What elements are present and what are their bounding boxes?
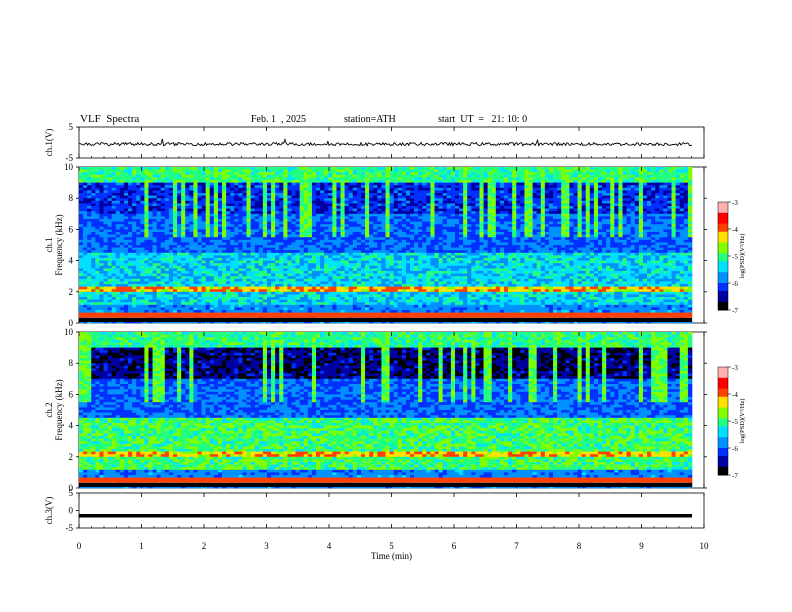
ch2-freq-ylabel-line-0: ch.2 (44, 402, 54, 417)
ch1-freq-ytick-label-4: 4 (69, 256, 74, 266)
ch1-wave-trace (78, 137, 693, 147)
ch3-wave-ylabel: ch.3(V) (44, 497, 54, 525)
ch2-colorbar-tick-label-2: -5 (732, 418, 738, 426)
ch2-freq-ytick-label-2: 2 (69, 452, 74, 462)
spectrogram-image-ch1 (79, 167, 693, 324)
ch1-freq-ylabel-line-0: ch.1 (44, 237, 54, 252)
ch2-colorbar-tick-label-3: -6 (732, 445, 738, 453)
ch1-freq-ytick-label-2: 2 (69, 287, 74, 297)
xtick-label-9: 9 (639, 541, 644, 551)
x-axis-label: Time (min) (371, 551, 412, 561)
ch2-colorbar (718, 367, 728, 476)
ch2-freq-ytick-label-8: 8 (69, 358, 74, 368)
ch1-colorbar-tick-label-3: -6 (732, 280, 738, 288)
xtick-label-7: 7 (514, 541, 519, 551)
ch2-colorbar-tick-label-1: -4 (732, 391, 738, 399)
ch2-freq-ylabel-line-1: Frequency (kHz) (54, 379, 64, 440)
xtick-label-3: 3 (264, 541, 269, 551)
ch1-colorbar-tick-label-2: -5 (732, 253, 738, 261)
ch1-wave-ylabel: ch.1(V) (44, 129, 54, 157)
xtick-label-4: 4 (327, 541, 332, 551)
ch1-freq-ytick-label-0: 0 (69, 318, 74, 328)
date-label: Feb. 1 , 2025 (251, 114, 306, 125)
ch2-freq-ytick-label-10: 10 (64, 327, 74, 337)
ch1-colorbar-tick-label-0: -3 (732, 199, 738, 207)
ch1-wave-ytick-label-1: -5 (66, 153, 74, 163)
ch1-freq-ytick-label-6: 6 (69, 224, 74, 234)
start-time-label: start UT = 21: 10: 0 (438, 114, 528, 125)
ch1-wave-ytick-label-0: 5 (69, 122, 74, 132)
xtick-label-8: 8 (577, 541, 582, 551)
xtick-label-1: 1 (139, 541, 144, 551)
ch1-freq-ytick-label-10: 10 (64, 162, 74, 172)
ch2-freq-ytick-label-0: 0 (69, 483, 74, 493)
figure-title: VLF Spectra (80, 113, 140, 125)
ch3-wave-ytick-label-2: -5 (66, 523, 74, 533)
ch2-colorbar-tick-label-4: -7 (732, 472, 738, 480)
xtick-label-5: 5 (389, 541, 394, 551)
ch2-freq-ytick-label-6: 6 (69, 389, 74, 399)
ch1-colorbar-tick-label-1: -4 (732, 226, 738, 234)
ch3-wave-ytick-label-1: 0 (69, 506, 74, 516)
ch2-freq-ytick-label-4: 4 (69, 421, 74, 431)
xtick-label-0: 0 (77, 541, 82, 551)
xtick-label-10: 10 (700, 541, 710, 551)
ch1-colorbar-label: log(PSD)(V²/Hz) (739, 234, 746, 279)
xtick-label-6: 6 (452, 541, 457, 551)
station-label: station=ATH (344, 114, 396, 125)
spectrogram-image-ch2 (79, 332, 693, 489)
ch2-colorbar-tick-label-0: -3 (732, 364, 738, 372)
ch1-colorbar (718, 202, 728, 311)
ch3-wave-ytick-label-0: 5 (69, 488, 74, 498)
ch1-freq-ylabel-line-1: Frequency (kHz) (54, 214, 64, 275)
ch3-waveform-frame (78, 492, 705, 529)
ch1-colorbar-tick-label-4: -7 (732, 307, 738, 315)
xtick-label-2: 2 (202, 541, 207, 551)
ch2-colorbar-label: log(PSD)(V²/Hz) (739, 399, 746, 444)
ch1-freq-ytick-label-8: 8 (69, 193, 74, 203)
